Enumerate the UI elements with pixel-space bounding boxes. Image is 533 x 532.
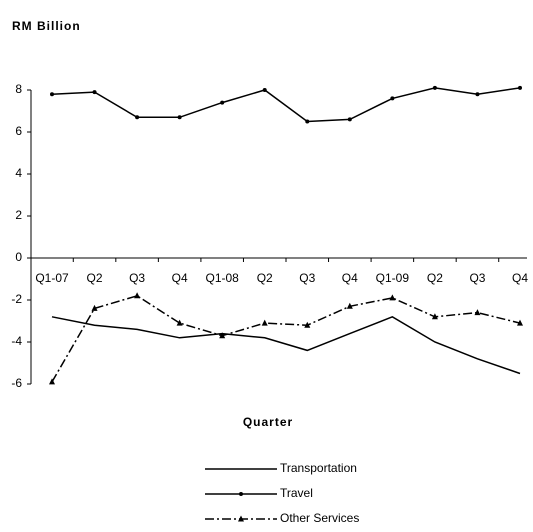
legend-marker [238,515,244,522]
x-tick-label: Q2 [87,271,103,285]
x-tick-label: Q1-09 [376,271,410,285]
y-tick-label: -2 [11,292,22,306]
legend-label: Travel [280,486,313,500]
data-point [431,313,438,320]
x-tick-label: Q2 [257,271,273,285]
legend-label: Other Services [280,511,359,525]
x-tick-label: Q3 [469,271,485,285]
x-tick-label: Q4 [512,271,528,285]
y-tick-label: -6 [11,376,22,390]
x-tick-label: Q4 [172,271,188,285]
x-tick-label: Q3 [129,271,145,285]
data-point [177,115,182,120]
series-line [51,87,521,123]
y-tick-label: 6 [15,124,22,138]
y-tick-label: 0 [15,250,22,264]
data-point [390,96,395,101]
data-point [389,294,396,301]
data-point [220,100,225,105]
data-point [262,88,267,92]
series-line [51,294,521,383]
y-tick-label: -4 [11,334,22,348]
legend-marker [239,492,243,496]
y-tick-label: 8 [15,82,22,96]
chart-title: RM Billion [12,19,81,33]
data-point [50,92,54,97]
series-line [51,315,521,375]
data-point [49,378,55,385]
data-point [475,92,480,97]
x-tick-label: Q4 [342,271,358,285]
data-point [346,302,353,309]
data-point [432,85,437,90]
data-point [91,304,98,311]
x-tick-label: Q2 [427,271,443,285]
data-point [92,90,97,95]
data-point [176,319,183,326]
data-point [305,119,310,124]
x-axis-label: Quarter [243,415,293,429]
data-point [219,332,226,339]
y-tick-label: 4 [15,166,22,180]
x-tick-label: Q1-07 [35,271,69,285]
legend-label: Transportation [280,461,357,475]
data-point [474,309,481,316]
x-tick-label: Q3 [299,271,315,285]
y-tick-label: 2 [15,208,22,222]
data-point [518,85,522,90]
data-point [261,319,268,326]
data-point [517,319,523,326]
x-tick-label: Q1-08 [206,271,240,285]
data-point [304,321,311,328]
data-point [134,292,141,299]
data-point [135,115,140,120]
data-point [347,117,352,122]
